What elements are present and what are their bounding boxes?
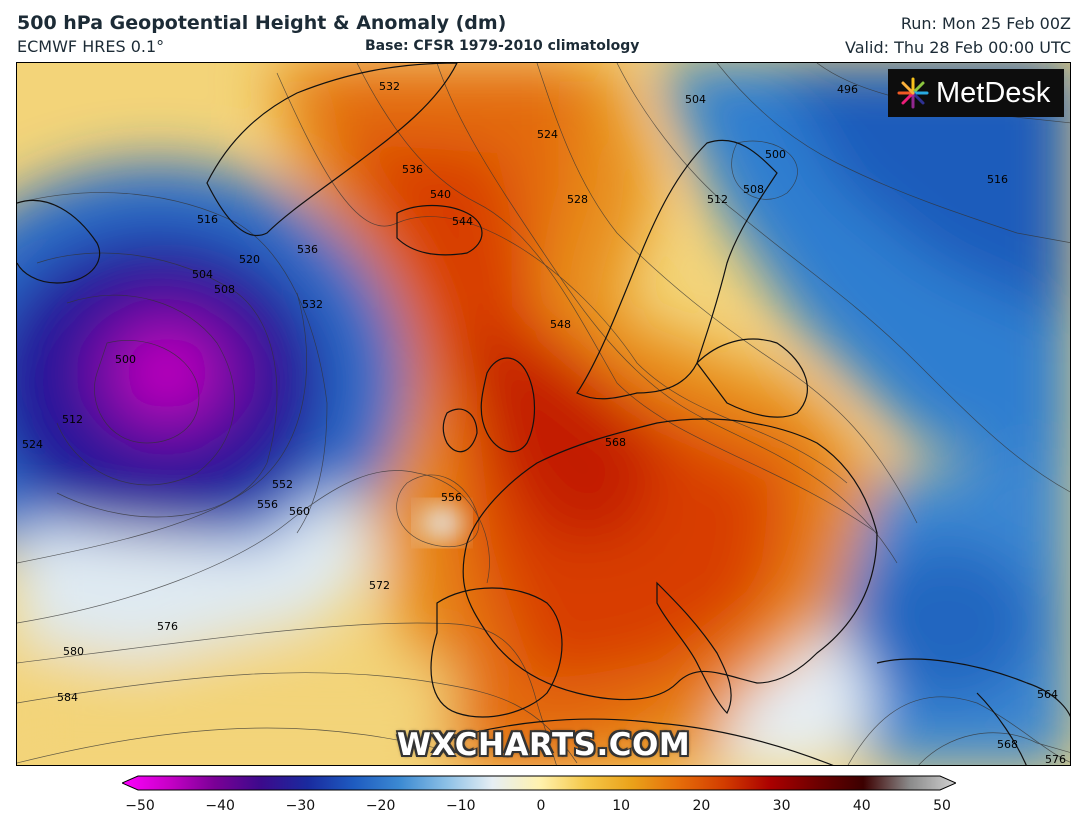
contour-label: 576 xyxy=(1045,753,1066,766)
contour-label: 560 xyxy=(289,505,310,518)
metdesk-flower-icon xyxy=(897,77,929,109)
contour-label: 532 xyxy=(379,80,400,93)
contour-label: 528 xyxy=(567,193,588,206)
contour-label: 520 xyxy=(239,253,260,266)
contour-label: 536 xyxy=(297,243,318,256)
colorbar-tick-label: 10 xyxy=(612,798,631,814)
coastlines xyxy=(17,63,1070,765)
colorbar-tick-label: 40 xyxy=(852,798,871,814)
contour-label: 516 xyxy=(197,213,218,226)
contour-label: 568 xyxy=(997,738,1018,751)
contour-label: 500 xyxy=(115,353,136,366)
anomaly-map: 532 524 504 496 500 508 512 516 536 540 … xyxy=(17,63,1070,766)
valid-time-label: Valid: Thu 28 Feb 00:00 UTC xyxy=(845,38,1071,57)
contour-label: 564 xyxy=(1037,688,1058,701)
contour-label: 556 xyxy=(441,491,462,504)
colorbar-tick-label: 0 xyxy=(536,798,546,814)
contour-label: 524 xyxy=(537,128,558,141)
chart-title: 500 hPa Geopotential Height & Anomaly (d… xyxy=(17,12,507,34)
contour-label: 556 xyxy=(257,498,278,511)
colorbar-tick-label: −30 xyxy=(285,798,316,814)
contour-label: 500 xyxy=(765,148,786,161)
contour-label: 512 xyxy=(62,413,83,426)
run-time-label: Run: Mon 25 Feb 00Z xyxy=(900,14,1071,33)
colorbar-tick-label: −40 xyxy=(205,798,235,814)
contour-label: 496 xyxy=(837,83,858,96)
contour-label: 540 xyxy=(430,188,451,201)
contour-label: 580 xyxy=(63,645,84,658)
colorbar xyxy=(122,775,956,791)
model-label: ECMWF HRES 0.1° xyxy=(17,37,165,56)
contour-label: 532 xyxy=(302,298,323,311)
colorbar-tick-label: −50 xyxy=(125,798,155,814)
contour-label: 512 xyxy=(707,193,728,206)
contour-label: 504 xyxy=(685,93,706,106)
contour-labels: 532 524 504 496 500 508 512 516 536 540 … xyxy=(22,80,1066,766)
colorbar-tick-label: 20 xyxy=(692,798,711,814)
contour-label: 576 xyxy=(157,620,178,633)
anomaly-field xyxy=(17,63,1070,765)
climatology-base-label: Base: CFSR 1979-2010 climatology xyxy=(365,38,640,54)
contour-label: 544 xyxy=(452,215,473,228)
colorbar-tick-label: 50 xyxy=(933,798,951,814)
wxcharts-watermark: WXCHARTS.COM xyxy=(396,727,691,763)
contour-label: 508 xyxy=(743,183,764,196)
contour-label: 548 xyxy=(550,318,571,331)
contour-label: 572 xyxy=(369,579,390,592)
colorbar-tick-label: −10 xyxy=(446,798,476,814)
contour-label: 552 xyxy=(272,478,293,491)
map-panel[interactable]: 532 524 504 496 500 508 512 516 536 540 … xyxy=(16,62,1071,766)
metdesk-logo-text: MetDesk xyxy=(936,76,1051,109)
contour-label: 536 xyxy=(402,163,423,176)
contour-label: 504 xyxy=(192,268,213,281)
colorbar-tick-label: −20 xyxy=(365,798,396,814)
colorbar-tick-label: 30 xyxy=(772,798,791,814)
contour-label: 584 xyxy=(57,691,78,704)
metdesk-logo: MetDesk xyxy=(888,69,1064,117)
contour-label: 516 xyxy=(987,173,1008,186)
contour-label: 568 xyxy=(605,436,626,449)
contour-label: 508 xyxy=(214,283,235,296)
height-contours xyxy=(17,63,1070,765)
contour-label: 524 xyxy=(22,438,43,451)
